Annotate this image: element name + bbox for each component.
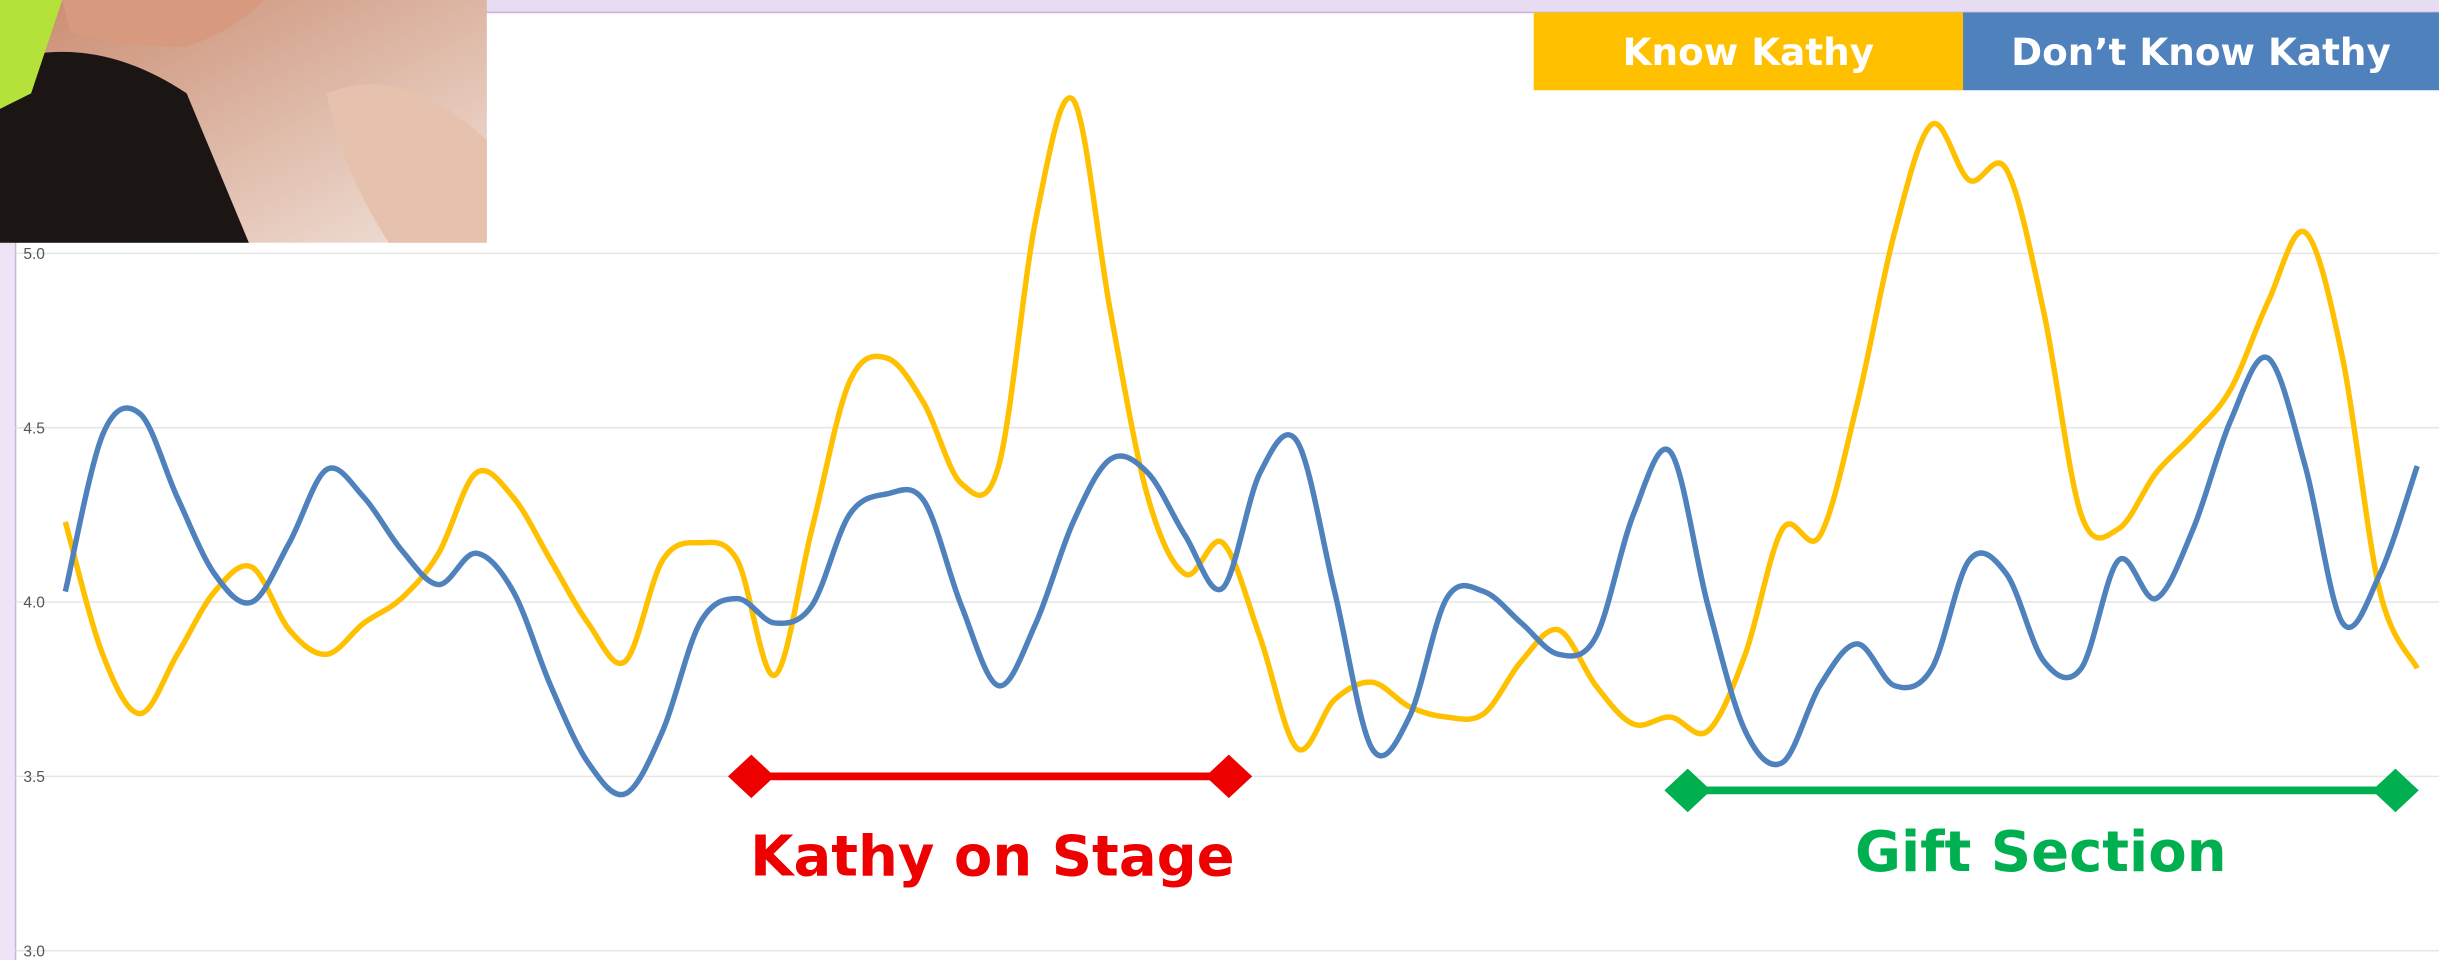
y-tick-label: 4.0 bbox=[23, 595, 45, 612]
series-line bbox=[62, 354, 2420, 798]
y-tick-label: 3.0 bbox=[23, 943, 45, 960]
y-tick-label: 5.0 bbox=[23, 246, 45, 263]
stage-marker bbox=[727, 754, 1253, 799]
legend-swatch bbox=[1533, 12, 1964, 91]
gift-marker bbox=[1664, 768, 2419, 813]
annotation: Gift Section bbox=[1855, 820, 2227, 885]
y-tick-label: 3.5 bbox=[23, 769, 45, 786]
y-tick-label: 4.5 bbox=[23, 420, 45, 437]
series-line bbox=[62, 95, 2420, 753]
annotation: Kathy on Stage bbox=[750, 825, 1235, 890]
photo bbox=[0, 0, 487, 243]
legend-swatch bbox=[1963, 12, 2439, 91]
frame-top bbox=[0, 0, 2439, 13]
legend-label: Know Kathy bbox=[1623, 30, 1874, 74]
legend-label: Don’t Know Kathy bbox=[2011, 30, 2391, 74]
